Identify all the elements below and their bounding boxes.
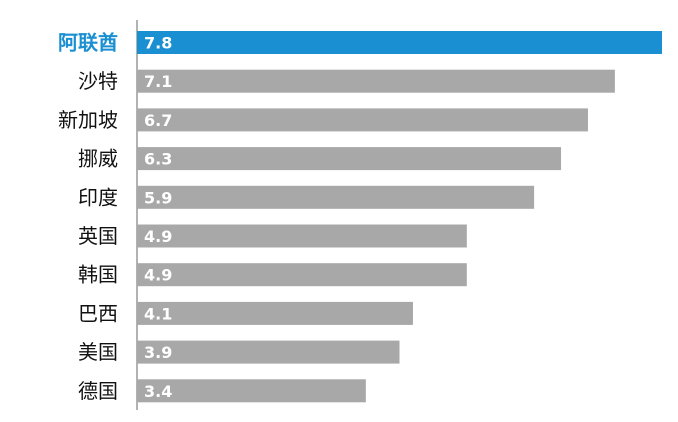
bar-0: [137, 31, 662, 54]
bar-3: [137, 147, 562, 171]
value-label-6: 4.9: [144, 266, 172, 285]
category-label-2: 新加坡: [58, 108, 118, 132]
bar-9: [137, 379, 366, 403]
value-label-4: 5.9: [144, 188, 172, 207]
category-label-5: 英国: [78, 224, 118, 248]
bar-5: [137, 224, 467, 248]
category-label-0: 阿联酋: [58, 31, 118, 55]
value-label-5: 4.9: [144, 227, 172, 246]
value-label-7: 4.1: [144, 304, 172, 323]
value-label-2: 6.7: [144, 111, 172, 130]
value-label-1: 7.1: [144, 72, 172, 91]
category-label-4: 印度: [78, 185, 118, 209]
bar-6: [137, 263, 467, 287]
value-label-9: 3.4: [144, 382, 172, 401]
bar-1: [137, 69, 615, 93]
category-label-1: 沙特: [78, 69, 118, 93]
category-label-9: 德国: [78, 379, 118, 403]
bar-8: [137, 340, 400, 364]
category-label-6: 韩国: [78, 263, 118, 287]
bars-group: 7.8 阿联酋 7.1 沙特 6.7 新加坡 6.3 挪威 5.9 印度 4.9 英国 4.9 韩国 4.1…: [58, 31, 662, 403]
value-label-8: 3.9: [144, 343, 172, 362]
bar-7: [137, 301, 413, 325]
bar-4: [137, 185, 535, 209]
bar-2: [137, 108, 588, 132]
value-label-0: 7.8: [144, 34, 172, 53]
value-label-3: 6.3: [144, 150, 172, 169]
category-label-3: 挪威: [78, 147, 118, 171]
category-label-7: 巴西: [78, 301, 118, 325]
category-label-8: 美国: [78, 340, 118, 364]
